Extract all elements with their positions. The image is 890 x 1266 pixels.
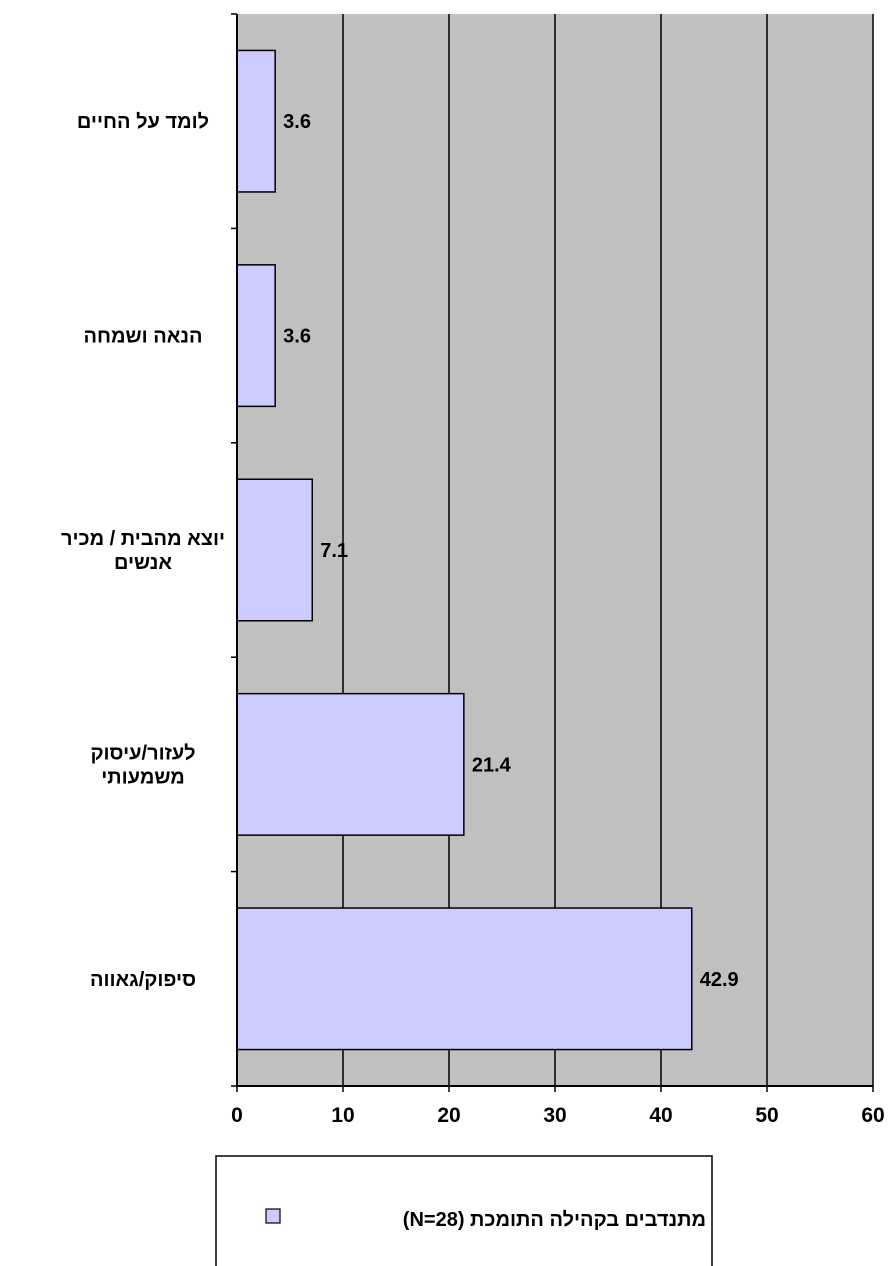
bar xyxy=(236,692,465,836)
x-tick-label: 20 xyxy=(437,1104,460,1127)
legend-swatch xyxy=(265,1208,281,1224)
x-tick-label: 0 xyxy=(231,1104,243,1127)
gridlines xyxy=(342,14,874,1086)
category-label: משמעותי xyxy=(101,766,185,788)
axes xyxy=(231,13,874,1092)
value-labels: 42.9 21.4 7.1 3.6 3.6 xyxy=(283,111,739,991)
legend-label: מתנדבים בקהילה התומכת (N=28) xyxy=(403,1209,706,1231)
x-tick-label: 60 xyxy=(861,1104,884,1127)
category-label: סיפוק/גאווה xyxy=(90,969,196,991)
category-label: יוצא מהבית / מכיר xyxy=(61,528,225,550)
x-tick-label: 10 xyxy=(331,1104,354,1127)
bar-value-label: 42.9 xyxy=(700,969,739,991)
legend-box xyxy=(215,1155,713,1266)
bar-value-label: 3.6 xyxy=(283,111,311,133)
category-label: הנאה ושמחה xyxy=(83,326,202,348)
bar xyxy=(236,49,276,193)
x-tick-labels: 0 10 20 30 40 50 60 xyxy=(231,1104,885,1127)
x-tick-label: 30 xyxy=(543,1104,566,1127)
x-tick-label: 40 xyxy=(649,1104,672,1127)
category-label: אנשים xyxy=(114,552,172,574)
x-tick-label: 50 xyxy=(755,1104,778,1127)
bar xyxy=(236,907,693,1051)
bar xyxy=(236,478,314,622)
bars xyxy=(236,49,693,1051)
category-label: לעזור/עיסוק xyxy=(90,742,195,764)
bar xyxy=(236,264,276,408)
bar-value-label: 7.1 xyxy=(320,540,348,562)
category-label: לומד על החיים xyxy=(77,111,209,133)
bar-value-label: 3.6 xyxy=(283,326,311,348)
legend: מתנדבים בקהילה התומכת (N=28) xyxy=(215,1155,713,1266)
bar-value-label: 21.4 xyxy=(472,754,512,776)
